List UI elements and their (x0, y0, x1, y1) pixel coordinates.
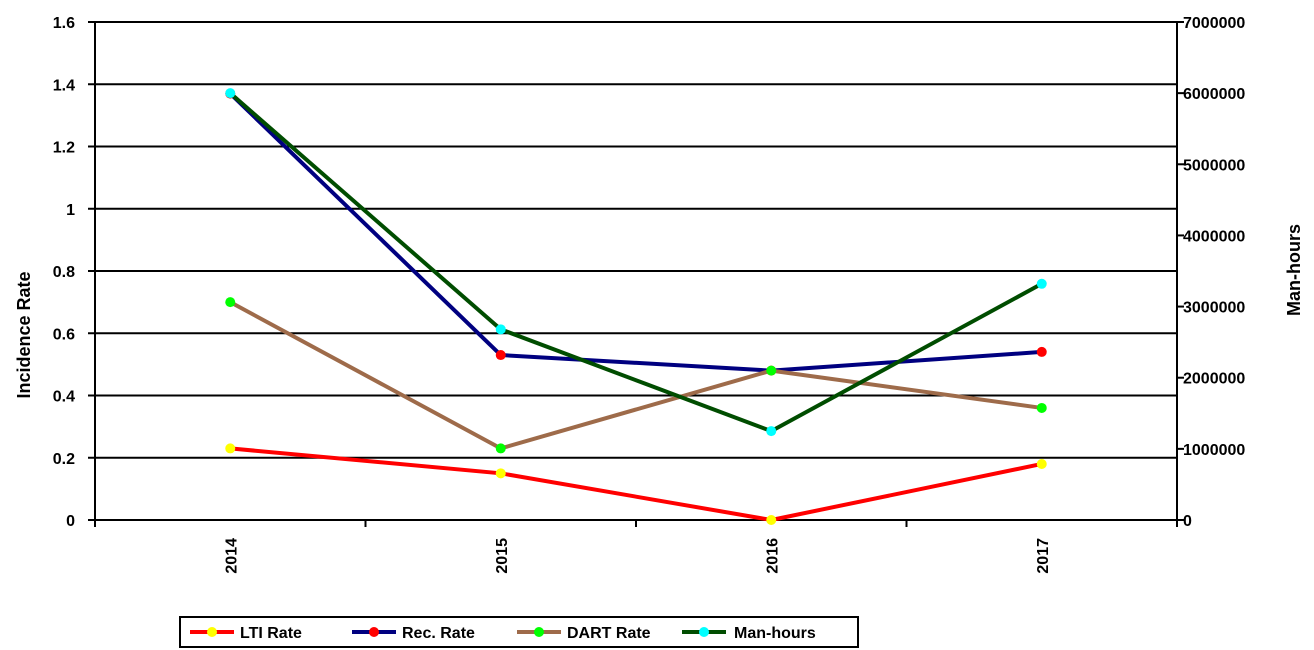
y-tick-label-left: 1 (66, 202, 75, 219)
y-tick-label-right: 7000000 (1183, 15, 1245, 32)
y-tick-label-right: 1000000 (1183, 442, 1245, 459)
y-tick-label-right: 5000000 (1183, 157, 1245, 174)
series-line (229, 300, 1043, 451)
data-point (766, 515, 777, 525)
data-point (766, 426, 777, 437)
data-point (225, 443, 236, 454)
legend-swatch-marker (699, 627, 709, 637)
legend-label: LTI Rate (240, 625, 302, 642)
series-man-hours (225, 88, 1047, 437)
legend-label: Rec. Rate (402, 625, 475, 642)
series-line (230, 446, 1043, 522)
legend: LTI Rate Rec. Rate DART Rate Man-hours (179, 616, 859, 648)
data-point (225, 88, 236, 99)
y-tick-label-right: 0 (1183, 513, 1192, 530)
data-point (495, 443, 506, 454)
gridlines (95, 21, 1177, 459)
series-dart-rate (225, 297, 1047, 454)
axes (88, 21, 1184, 527)
data-point (1036, 278, 1047, 289)
y-tick-label-left: 0 (66, 513, 75, 530)
data-point (1036, 458, 1047, 469)
data-point (1036, 346, 1047, 357)
data-point (495, 468, 506, 479)
y-tick-label-left: 1.4 (53, 77, 75, 94)
y-tick-label-left: 0.8 (53, 264, 75, 281)
series-lines (225, 88, 1047, 525)
y-tick-label-left: 0.6 (53, 326, 75, 343)
y-tick-label-right: 3000000 (1183, 300, 1245, 317)
data-point (495, 324, 506, 335)
series-line (228, 92, 1042, 373)
y-tick-label-right: 4000000 (1183, 228, 1245, 245)
x-tick-label: 2014 (223, 538, 240, 574)
legend-label: DART Rate (567, 625, 651, 642)
y-tick-label-left: 0.4 (53, 389, 75, 406)
data-point (225, 297, 236, 308)
legend-label: Man-hours (734, 625, 816, 642)
y-axis-title-left: Incidence Rate (14, 271, 34, 398)
y-axis-title-right: Man-hours (1284, 224, 1304, 316)
legend-swatch-marker (207, 627, 217, 637)
series-lti-rate (225, 443, 1047, 525)
series-line (228, 91, 1043, 434)
legend-swatch-marker (369, 627, 379, 637)
data-point (766, 365, 777, 376)
data-point (495, 350, 506, 361)
legend-swatch-marker (534, 627, 544, 637)
y-tick-label-left: 0.2 (53, 451, 75, 468)
y-tick-label-left: 1.6 (53, 15, 75, 32)
y-tick-label-left: 1.2 (53, 140, 75, 157)
x-tick-label: 2016 (764, 538, 781, 574)
y-tick-label-right: 6000000 (1183, 86, 1245, 103)
y-tick-label-right: 2000000 (1183, 371, 1245, 388)
x-tick-label: 2015 (494, 538, 511, 574)
data-point (1036, 402, 1047, 413)
axis-labels: 0 0.2 0.4 0.6 0.8 1 1.2 1.4 1.6 0 1000000 2000000 30… (53, 15, 1246, 574)
x-tick-label: 2017 (1035, 538, 1052, 574)
